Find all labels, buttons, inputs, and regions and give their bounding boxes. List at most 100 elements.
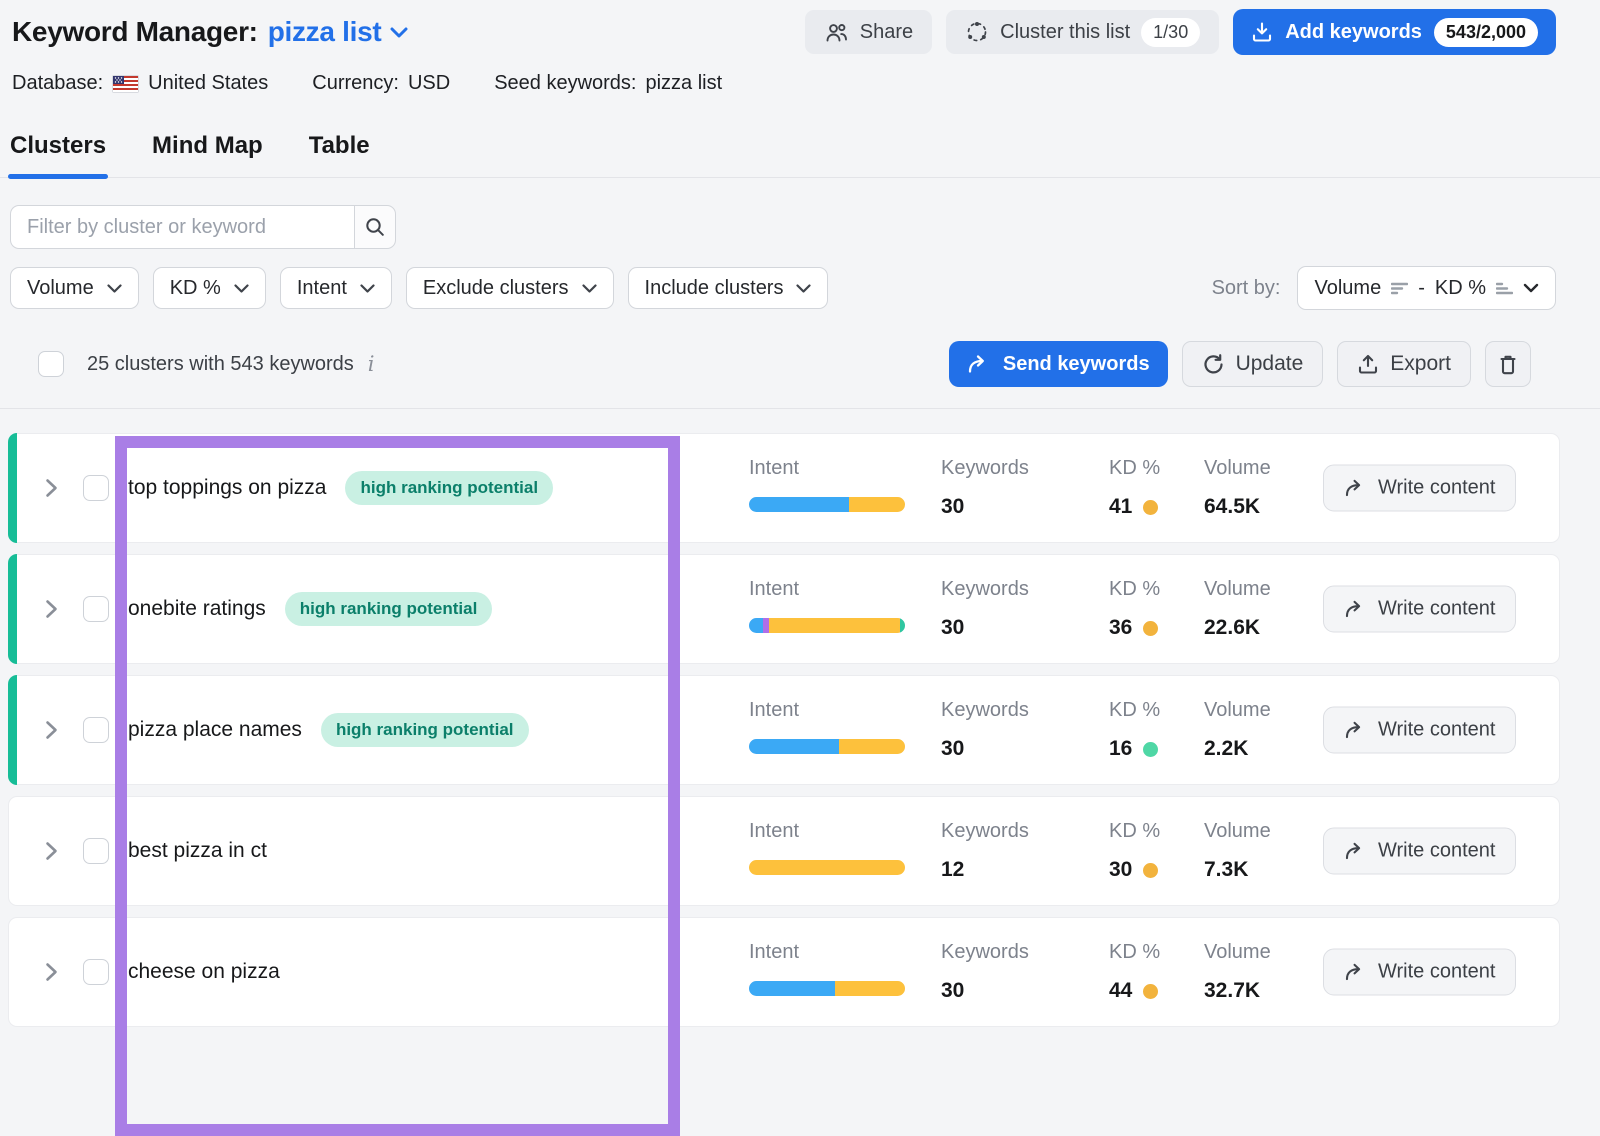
volume-value: 22.6K: [1204, 616, 1261, 639]
keywords-value: 30: [941, 495, 965, 518]
send-arrow-icon: [1344, 479, 1367, 498]
filter-search-input[interactable]: [10, 205, 354, 249]
tab-clusters[interactable]: Clusters: [7, 132, 109, 179]
kd-dot: [1143, 983, 1159, 999]
list-name-dropdown[interactable]: pizza list: [268, 16, 409, 48]
kd-label: KD %: [1109, 457, 1161, 479]
add-keywords-button[interactable]: Add keywords 543/2,000: [1233, 9, 1556, 55]
database-meta: Database: United States: [12, 72, 268, 95]
share-people-icon: [824, 21, 849, 44]
write-content-button[interactable]: Write content: [1323, 827, 1517, 875]
chevron-right-icon: [45, 720, 58, 740]
add-keywords-label: Add keywords: [1285, 20, 1422, 43]
volume-column: Volume 32.7K: [1204, 941, 1271, 1003]
seed-keywords-value: pizza list: [645, 72, 723, 94]
share-label: Share: [859, 20, 914, 43]
volume-column: Volume 2.2K: [1204, 699, 1271, 761]
expand-row-button[interactable]: [45, 962, 58, 982]
keywords-value: 30: [941, 979, 965, 1002]
cluster-name-group: top toppings on pizza high ranking poten…: [128, 471, 554, 505]
share-button[interactable]: Share: [804, 10, 933, 54]
intent-bar: [749, 618, 905, 633]
row-checkbox[interactable]: [83, 475, 109, 501]
kd-dot: [1143, 620, 1159, 636]
sort-by-dropdown[interactable]: Volume - KD %: [1297, 266, 1556, 310]
info-icon[interactable]: i: [367, 352, 375, 376]
cluster-name: cheese on pizza: [128, 960, 280, 983]
volume-value: 64.5K: [1204, 495, 1261, 518]
row-checkbox[interactable]: [83, 717, 109, 743]
trash-icon: [1497, 353, 1519, 376]
keywords-column: Keywords 30: [941, 457, 1029, 519]
expand-row-button[interactable]: [45, 478, 58, 498]
write-content-button[interactable]: Write content: [1323, 948, 1517, 996]
kd-value: 36: [1109, 616, 1133, 639]
ranking-accent-bar: [8, 675, 17, 785]
intent-label: Intent: [749, 578, 800, 600]
write-content-label: Write content: [1378, 718, 1496, 741]
sort-by-label: Sort by:: [1211, 276, 1281, 299]
filter-exclude-clusters[interactable]: Exclude clusters: [405, 267, 614, 309]
row-checkbox[interactable]: [83, 959, 109, 985]
keywords-column: Keywords 30: [941, 699, 1029, 761]
chevron-right-icon: [45, 962, 58, 982]
us-flag-icon: [112, 74, 140, 93]
cluster-name: onebite ratings: [128, 597, 266, 620]
expand-row-button[interactable]: [45, 599, 58, 619]
page-title: Keyword Manager: pizza list: [12, 16, 408, 48]
intent-label: Intent: [749, 820, 800, 842]
kd-value: 16: [1109, 737, 1133, 760]
write-content-button[interactable]: Write content: [1323, 585, 1517, 633]
select-all-checkbox[interactable]: [38, 351, 64, 377]
intent-column: Intent: [749, 699, 905, 754]
selection-toolbar: 25 clusters with 543 keywords i Send key…: [38, 341, 1531, 387]
update-button[interactable]: Update: [1181, 341, 1324, 387]
refresh-icon: [1202, 353, 1225, 376]
cluster-label: Cluster this list: [1000, 20, 1131, 43]
volume-label: Volume: [1204, 578, 1271, 600]
keywords-label: Keywords: [941, 941, 1029, 963]
keywords-value: 30: [941, 616, 965, 639]
expand-row-button[interactable]: [45, 720, 58, 740]
filter-include-clusters[interactable]: Include clusters: [627, 267, 829, 309]
tab-mind-map[interactable]: Mind Map: [152, 132, 263, 159]
filter-intent[interactable]: Intent: [279, 267, 392, 309]
export-button[interactable]: Export: [1337, 341, 1471, 387]
currency-value: USD: [407, 72, 451, 94]
intent-column: Intent: [749, 457, 905, 512]
selection-summary: 25 clusters with 543 keywords: [87, 352, 354, 375]
cluster-name: top toppings on pizza: [128, 476, 327, 499]
ranking-accent-bar: [8, 433, 17, 543]
write-content-button[interactable]: Write content: [1323, 706, 1517, 754]
kd-column: KD % 44: [1109, 941, 1160, 1003]
filter-kd[interactable]: KD %: [152, 267, 266, 309]
cluster-name-group: best pizza in ct high ranking potential: [128, 839, 267, 863]
sort-ascending-icon: [1496, 282, 1513, 295]
cluster-row: top toppings on pizza high ranking poten…: [8, 433, 1560, 543]
kd-label: KD %: [1109, 699, 1161, 721]
intent-bar: [749, 860, 905, 875]
keywords-column: Keywords 30: [941, 578, 1029, 640]
delete-button[interactable]: [1485, 341, 1531, 387]
tab-table[interactable]: Table: [308, 132, 370, 159]
filter-volume[interactable]: Volume: [10, 267, 139, 309]
list-meta: Database: United States Currency: USD Se…: [0, 55, 1600, 95]
send-keywords-button[interactable]: Send keywords: [948, 341, 1168, 387]
keywords-column: Keywords 30: [941, 941, 1029, 1003]
row-checkbox[interactable]: [83, 838, 109, 864]
intent-column: Intent: [749, 820, 905, 875]
volume-label: Volume: [1204, 941, 1271, 963]
chevron-down-icon: [796, 283, 812, 293]
cluster-this-list-button[interactable]: Cluster this list 1/30: [946, 10, 1220, 54]
volume-label: Volume: [1204, 457, 1271, 479]
send-arrow-icon: [1344, 963, 1367, 982]
search-button[interactable]: [354, 205, 396, 249]
seed-keywords-label: Seed keywords:: [494, 72, 637, 94]
write-content-button[interactable]: Write content: [1323, 464, 1517, 512]
chevron-right-icon: [45, 599, 58, 619]
expand-row-button[interactable]: [45, 841, 58, 861]
row-checkbox[interactable]: [83, 596, 109, 622]
chevron-down-icon: [581, 283, 597, 293]
kd-dot: [1143, 741, 1159, 757]
currency-meta: Currency: USD: [312, 72, 450, 95]
